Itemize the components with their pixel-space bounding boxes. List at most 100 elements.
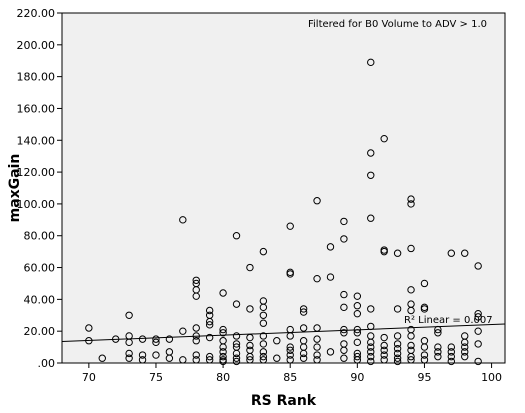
data-point xyxy=(393,332,402,340)
data-point xyxy=(380,134,388,143)
data-point xyxy=(246,341,254,350)
data-point xyxy=(205,352,214,361)
data-point xyxy=(367,305,375,313)
y-axis-ticks: .00 20.00 40.00 60.00 80.00 100.00 120.00 140.0… xyxy=(17,7,62,370)
data-point xyxy=(259,332,268,340)
data-point xyxy=(380,351,388,359)
data-point xyxy=(259,352,268,361)
data-point xyxy=(461,343,469,351)
data-point xyxy=(205,317,214,326)
data-point xyxy=(407,332,415,340)
data-point xyxy=(340,354,348,362)
data-point xyxy=(192,337,200,345)
data-point xyxy=(380,341,388,350)
data-point xyxy=(299,324,308,332)
data-point xyxy=(125,349,133,358)
x-tick-label: 95 xyxy=(417,371,431,384)
data-point xyxy=(219,325,227,334)
data-point xyxy=(393,357,402,366)
data-point xyxy=(340,290,348,299)
data-point xyxy=(367,357,375,366)
data-point xyxy=(340,235,348,243)
data-point xyxy=(286,351,294,359)
data-point xyxy=(407,195,415,203)
data-point xyxy=(367,343,375,351)
data-point xyxy=(367,348,375,356)
data-point xyxy=(232,332,241,340)
data-point xyxy=(313,351,321,359)
data-point xyxy=(393,340,402,348)
y-tick-label: 80.00 xyxy=(24,230,56,243)
data-point xyxy=(380,346,388,354)
data-point xyxy=(232,357,241,366)
data-point xyxy=(340,303,348,312)
y-tick-label: 140.00 xyxy=(17,134,56,147)
data-point xyxy=(340,325,348,334)
x-tick-label: 70 xyxy=(82,371,96,384)
data-point xyxy=(447,249,456,257)
data-point xyxy=(407,244,415,253)
data-point xyxy=(367,352,375,361)
data-point xyxy=(299,308,308,316)
data-point xyxy=(474,262,482,270)
y-tick-label: 180.00 xyxy=(17,71,56,84)
data-point xyxy=(474,327,482,335)
data-point xyxy=(219,329,227,337)
x-tick-label: 100 xyxy=(481,371,502,384)
data-point xyxy=(259,348,268,356)
plot-area xyxy=(62,13,505,363)
data-point xyxy=(232,340,241,348)
data-point xyxy=(313,274,321,283)
x-tick-label: 80 xyxy=(216,371,230,384)
data-point xyxy=(474,357,482,366)
data-point xyxy=(125,311,133,319)
data-point xyxy=(461,348,469,356)
data-point xyxy=(474,313,482,321)
data-point xyxy=(326,273,335,281)
data-point xyxy=(353,302,362,310)
data-point xyxy=(299,354,308,362)
data-point xyxy=(232,232,241,240)
fit-line-label: R² Linear = 0.007 xyxy=(404,315,493,326)
data-point xyxy=(434,329,442,337)
y-tick-label: 160.00 xyxy=(17,102,56,115)
data-point xyxy=(232,300,241,308)
data-point xyxy=(420,343,429,351)
x-tick-label: 75 xyxy=(149,371,163,384)
y-axis-label: maxGain xyxy=(7,154,23,223)
x-axis-label: RS Rank xyxy=(251,393,317,409)
data-point xyxy=(393,305,402,313)
data-point xyxy=(286,222,294,230)
data-point xyxy=(313,335,321,343)
data-point xyxy=(367,171,375,179)
data-point xyxy=(286,343,294,351)
data-point xyxy=(340,217,348,226)
filter-annotation: Filtered for B0 Volume to ADV > 1.0 xyxy=(308,19,487,30)
y-tick-label: 100.00 xyxy=(17,198,56,211)
data-point xyxy=(447,352,456,361)
data-point xyxy=(353,309,362,318)
data-point xyxy=(232,354,241,362)
data-point xyxy=(340,346,348,354)
data-point xyxy=(380,333,388,342)
data-point xyxy=(219,289,227,297)
data-point xyxy=(246,263,254,272)
data-point xyxy=(179,216,187,224)
data-point xyxy=(259,303,268,312)
data-point xyxy=(420,351,429,359)
data-point xyxy=(393,249,402,257)
data-point xyxy=(313,343,321,351)
data-point xyxy=(367,58,375,67)
data-point xyxy=(447,357,456,366)
data-point xyxy=(353,352,362,361)
data-point xyxy=(85,324,93,332)
data-point xyxy=(461,352,469,361)
data-point xyxy=(165,335,174,343)
data-point xyxy=(205,306,214,315)
data-point xyxy=(407,200,415,208)
data-point xyxy=(367,149,375,157)
data-point xyxy=(434,343,442,351)
data-point xyxy=(299,305,308,313)
data-point xyxy=(259,247,268,256)
data-point xyxy=(219,343,227,351)
